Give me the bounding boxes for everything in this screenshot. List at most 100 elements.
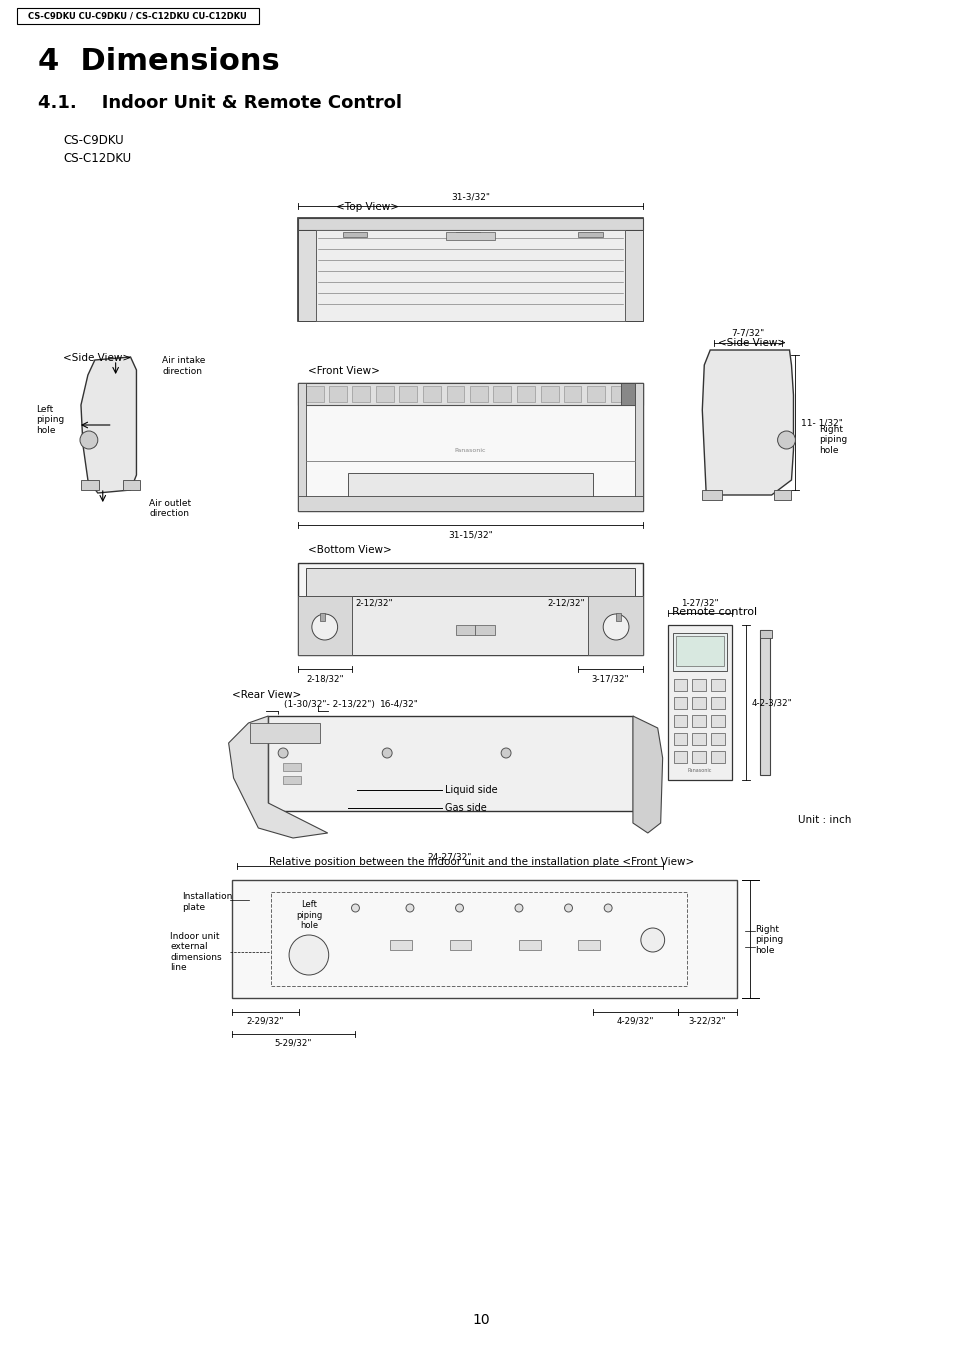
Circle shape	[500, 748, 511, 758]
Bar	[759, 630, 771, 638]
Bar	[297, 382, 642, 511]
Bar	[449, 940, 471, 950]
Bar	[16, 8, 259, 24]
Bar	[475, 626, 495, 635]
Bar	[445, 232, 495, 240]
Bar	[692, 734, 705, 744]
Bar	[711, 697, 724, 709]
Polygon shape	[632, 716, 662, 834]
Circle shape	[312, 613, 337, 640]
Bar	[375, 386, 394, 403]
Circle shape	[777, 431, 795, 449]
Bar	[588, 596, 642, 655]
Text: Panasonic: Panasonic	[686, 767, 711, 773]
Bar	[329, 386, 346, 403]
Text: 2-29/32": 2-29/32"	[246, 1017, 284, 1025]
Circle shape	[515, 904, 522, 912]
Text: 11- 1/32": 11- 1/32"	[801, 417, 842, 427]
Text: <Front View>: <Front View>	[308, 366, 379, 376]
Bar	[342, 232, 367, 236]
Bar	[390, 940, 412, 950]
Bar	[773, 490, 791, 500]
Bar	[611, 386, 628, 403]
Bar	[297, 563, 642, 655]
Bar	[673, 751, 687, 763]
Bar	[517, 386, 535, 403]
Bar	[620, 382, 642, 405]
Bar	[297, 218, 642, 322]
Text: 5-29/32": 5-29/32"	[274, 1039, 312, 1048]
Text: Air intake
direction: Air intake direction	[162, 357, 206, 376]
Text: CS-C9DKU CU-C9DKU / CS-C12DKU CU-C12DKU: CS-C9DKU CU-C9DKU / CS-C12DKU CU-C12DKU	[28, 12, 247, 20]
Text: Panasonic: Panasonic	[455, 449, 486, 454]
Text: CS-C12DKU: CS-C12DKU	[63, 151, 132, 165]
Text: 4  Dimensions: 4 Dimensions	[38, 47, 280, 77]
Text: 31-15/32": 31-15/32"	[448, 530, 493, 539]
Text: <Side View>: <Side View>	[717, 338, 785, 349]
Text: Left
piping
hole: Left piping hole	[36, 405, 65, 435]
Text: 4-29/32": 4-29/32"	[616, 1017, 654, 1025]
Text: (1-30/32"- 2-13/22"): (1-30/32"- 2-13/22")	[284, 700, 375, 708]
Text: 2-18/32": 2-18/32"	[306, 674, 344, 684]
Circle shape	[382, 748, 392, 758]
Text: Gas side: Gas side	[444, 802, 486, 813]
Text: Liquid side: Liquid side	[444, 785, 497, 794]
Bar	[306, 567, 635, 596]
Bar	[283, 763, 300, 771]
Circle shape	[456, 904, 463, 912]
Bar	[675, 636, 723, 666]
Polygon shape	[701, 350, 793, 494]
Bar	[456, 232, 479, 236]
Circle shape	[640, 928, 664, 952]
Circle shape	[278, 748, 288, 758]
Bar	[673, 734, 687, 744]
Bar	[297, 382, 642, 405]
Circle shape	[603, 904, 612, 912]
Bar	[297, 382, 306, 511]
Bar	[518, 940, 540, 950]
Bar	[578, 940, 599, 950]
Bar	[701, 490, 721, 500]
Bar	[422, 386, 440, 403]
Text: 7-7/32": 7-7/32"	[731, 330, 763, 338]
Bar	[587, 386, 604, 403]
Circle shape	[406, 904, 414, 912]
Bar	[692, 715, 705, 727]
Text: 3-17/32": 3-17/32"	[591, 674, 629, 684]
Bar	[673, 697, 687, 709]
Bar	[692, 680, 705, 690]
Circle shape	[602, 613, 628, 640]
Bar	[759, 630, 769, 775]
Bar	[297, 218, 642, 230]
Bar	[297, 596, 352, 655]
Bar	[711, 751, 724, 763]
Bar	[563, 386, 580, 403]
Text: Unit : inch: Unit : inch	[797, 815, 850, 825]
Text: Indoor unit
external
dimensions
line: Indoor unit external dimensions line	[170, 932, 221, 973]
Bar	[319, 613, 324, 621]
Text: Remote control: Remote control	[671, 607, 756, 617]
Text: <Side View>: <Side View>	[63, 353, 132, 363]
Bar	[578, 232, 602, 236]
Bar	[297, 230, 315, 322]
Bar	[692, 751, 705, 763]
Polygon shape	[81, 357, 136, 493]
Bar	[81, 480, 99, 490]
Text: 2-12/32": 2-12/32"	[355, 598, 393, 608]
Text: <Top View>: <Top View>	[335, 203, 398, 212]
Text: Installation
plate: Installation plate	[182, 892, 233, 912]
Text: Air outlet
direction: Air outlet direction	[150, 499, 192, 519]
Bar	[446, 386, 464, 403]
Text: 3-22/32": 3-22/32"	[688, 1017, 725, 1025]
Text: <Bottom View>: <Bottom View>	[308, 544, 392, 555]
Bar	[667, 626, 731, 780]
Text: 10: 10	[472, 1313, 490, 1327]
Text: CS-C9DKU: CS-C9DKU	[63, 134, 124, 146]
Text: Right
piping
hole: Right piping hole	[819, 426, 846, 455]
Bar	[470, 386, 488, 403]
Bar	[315, 230, 624, 322]
Text: 16-4/32": 16-4/32"	[380, 700, 418, 708]
Bar	[283, 775, 300, 784]
Bar	[122, 480, 140, 490]
Circle shape	[351, 904, 359, 912]
